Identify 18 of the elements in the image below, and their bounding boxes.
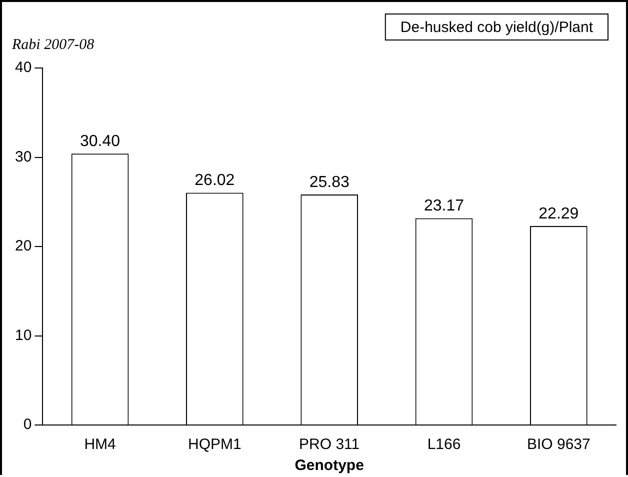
- y-tick-label: 20: [14, 238, 32, 255]
- data-label: 26.02: [194, 172, 235, 190]
- x-tick-label: HQPM1: [188, 436, 242, 454]
- x-tick-label: BIO 9637: [526, 436, 590, 454]
- y-tick-label: 10: [14, 326, 32, 344]
- text: De-husked cob yield(g)/Plant: [400, 19, 594, 36]
- data-label: 30.40: [80, 133, 120, 150]
- y-tick-label: 30: [14, 148, 32, 166]
- y-tick-label: 0: [23, 416, 32, 434]
- x-axis-title: Genotype: [294, 457, 364, 474]
- x-tick-label: HM4: [84, 436, 116, 454]
- data-label: 25.83: [309, 174, 350, 191]
- y-tick-label: 40: [14, 59, 32, 76]
- data-label: 23.17: [424, 198, 464, 215]
- chart-title: Rabi 2007-08: [11, 36, 95, 53]
- x-tick-label: PRO 311: [299, 436, 360, 454]
- x-tick-label: L166: [427, 436, 461, 454]
- data-label: 22.29: [538, 205, 579, 222]
